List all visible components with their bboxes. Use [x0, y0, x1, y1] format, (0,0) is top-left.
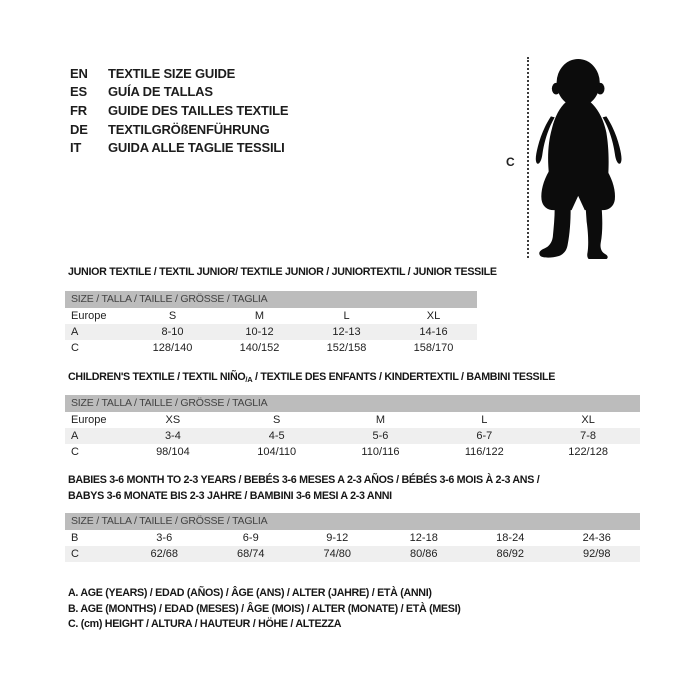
section-heading-junior: JUNIOR TEXTILE / TEXTIL JUNIOR/ TEXTILE … [68, 266, 497, 278]
size-cell: XS [165, 414, 181, 426]
size-cell: 80/86 [409, 548, 438, 560]
size-cell: 12-18 [409, 532, 438, 544]
size-cell: 98/104 [156, 446, 190, 458]
size-table: B 3-6 6-9 9-12 12-18 18-24 24-36 C 62/68 68/74 74/… [65, 530, 640, 562]
size-cell: 7-8 [580, 430, 597, 442]
language-label: GUIDE DES TAILLES TEXTILE [108, 102, 289, 118]
row-label: Europe [71, 310, 107, 322]
table-row: C 62/68 68/74 74/80 80/86 86/92 92/98 [65, 546, 640, 562]
table-row: A 3-4 4-5 5-6 6-7 7-8 [65, 428, 640, 444]
height-figure: C [500, 55, 670, 267]
size-cell: 3-6 [156, 532, 173, 544]
row-label: C [71, 342, 79, 354]
footnote-line: A. AGE (YEARS) / EDAD (AÑOS) / ÂGE (ANS)… [68, 587, 432, 599]
table-row: C 98/104 104/110 110/116 116/122 122/128 [65, 444, 640, 460]
size-cell: 122/128 [568, 446, 608, 458]
section-heading-babies-line1: BABIES 3-6 MONTH TO 2-3 YEARS / BEBÉS 3-… [68, 474, 540, 486]
language-label: TEXTILGRÖßENFÜHRUNG [108, 121, 270, 137]
size-cell: 5-6 [372, 430, 389, 442]
size-cell: 6-9 [242, 532, 259, 544]
language-code: EN [70, 65, 88, 81]
size-cell: 128/140 [152, 342, 193, 354]
size-cell: 74/80 [323, 548, 352, 560]
size-cell: 8-10 [161, 326, 184, 338]
section-heading-children-pre: CHILDREN'S TEXTILE / TEXTIL NIÑO [68, 371, 246, 383]
size-cell: M [254, 310, 265, 322]
table-row: A 8-10 10-12 12-13 14-16 [65, 324, 477, 340]
size-cell: 152/158 [326, 342, 367, 354]
size-header-bar: SIZE / TALLA / TAILLE / GRÖSSE / TAGLIA [65, 291, 477, 308]
children-size-table: SIZE / TALLA / TAILLE / GRÖSSE / TAGLIA E… [65, 395, 640, 460]
toddler-silhouette-icon [535, 58, 622, 259]
size-cell: 62/68 [150, 548, 179, 560]
size-cell: 68/74 [236, 548, 265, 560]
language-row: FR GUIDE DES TAILLES TEXTILE [70, 101, 289, 120]
row-label: A [71, 326, 79, 338]
size-cell: 12-13 [332, 326, 361, 338]
table-row: Europe XS S M L XL [65, 412, 640, 428]
section-heading-children-post: / TEXTILE DES ENFANTS / KINDERTEXTIL / B… [252, 371, 556, 383]
language-code: FR [70, 102, 87, 118]
size-cell: 4-5 [268, 430, 285, 442]
size-cell: 110/116 [361, 446, 400, 458]
size-cell: L [343, 310, 350, 322]
language-list: EN TEXTILE SIZE GUIDE ES GUÍA DE TALLAS FR GU… [70, 64, 289, 157]
size-header-bar: SIZE / TALLA / TAILLE / GRÖSSE / TAGLIA [65, 395, 640, 412]
size-cell: S [273, 414, 281, 426]
language-label: TEXTILE SIZE GUIDE [108, 65, 236, 81]
section-heading-children: CHILDREN'S TEXTILE / TEXTIL NIÑO/A / TEX… [68, 371, 555, 384]
size-table: Europe S M L XL A 8-10 10-12 12-13 14-16 C 128/140 1… [65, 308, 477, 356]
row-label: Europe [71, 414, 107, 426]
size-cell: 140/152 [239, 342, 280, 354]
footnote-line: B. AGE (MONTHS) / EDAD (MESES) / ÂGE (MO… [68, 602, 461, 615]
table-row: Europe S M L XL [65, 308, 477, 324]
size-cell: 92/98 [582, 548, 611, 560]
size-table: Europe XS S M L XL A 3-4 4-5 5-6 6-7 7-8 C 98/104 104/… [65, 412, 640, 460]
height-measure-label: C [506, 155, 515, 169]
row-label: C [71, 446, 79, 458]
size-header-bar: SIZE / TALLA / TAILLE / GRÖSSE / TAGLIA [65, 513, 640, 530]
size-cell: 104/110 [257, 446, 297, 458]
section-heading-babies-line2: BABYS 3-6 MONATE BIS 2-3 JAHRE / BAMBINI… [68, 489, 392, 502]
size-cell: M [375, 414, 386, 426]
size-cell: 14-16 [419, 326, 448, 338]
size-cell: 10-12 [245, 326, 274, 338]
height-dotted-line [527, 57, 529, 258]
size-cell: 3-4 [164, 430, 181, 442]
size-cell: L [481, 414, 488, 426]
size-cell: 18-24 [496, 532, 525, 544]
language-row: IT GUIDA ALLE TAGLIE TESSILI [70, 138, 288, 157]
row-label: B [71, 532, 79, 544]
language-label: GUÍA DE TALLAS [108, 84, 213, 100]
size-cell: 9-12 [326, 532, 349, 544]
size-cell: 86/92 [496, 548, 525, 560]
size-cell: S [168, 310, 177, 322]
section-heading-babies: BABIES 3-6 MONTH TO 2-3 YEARS / BEBÉS 3-… [68, 473, 540, 504]
babies-size-table: SIZE / TALLA / TAILLE / GRÖSSE / TAGLIA B… [65, 513, 640, 562]
table-row: C 128/140 140/152 152/158 158/170 [65, 340, 477, 356]
language-code: ES [70, 84, 87, 100]
section-heading-children-sub: /A [245, 375, 253, 384]
size-cell: 6-7 [476, 430, 493, 442]
row-label: A [71, 430, 79, 442]
size-cell: XL [426, 310, 441, 322]
size-cell: 158/170 [413, 342, 454, 354]
table-row: B 3-6 6-9 9-12 12-18 18-24 24-36 [65, 530, 640, 546]
language-row: ES GUÍA DE TALLAS [70, 83, 288, 102]
language-row: EN TEXTILE SIZE GUIDE [70, 64, 288, 83]
language-row: DE TEXTILGRÖßENFÜHRUNG [70, 120, 288, 139]
language-code: IT [70, 140, 82, 156]
size-cell: 116/122 [464, 446, 504, 458]
language-label: GUIDA ALLE TAGLIE TESSILI [108, 140, 285, 156]
footnotes: A. AGE (YEARS) / EDAD (AÑOS) / ÂGE (ANS)… [68, 586, 461, 633]
size-cell: 24-36 [582, 532, 611, 544]
row-label: C [71, 548, 79, 560]
language-code: DE [70, 121, 88, 137]
size-cell: XL [581, 414, 595, 426]
junior-size-table: SIZE / TALLA / TAILLE / GRÖSSE / TAGLIA E… [65, 291, 477, 356]
footnote-line: C. (cm) HEIGHT / ALTURA / HAUTEUR / HÖHE… [68, 618, 342, 631]
